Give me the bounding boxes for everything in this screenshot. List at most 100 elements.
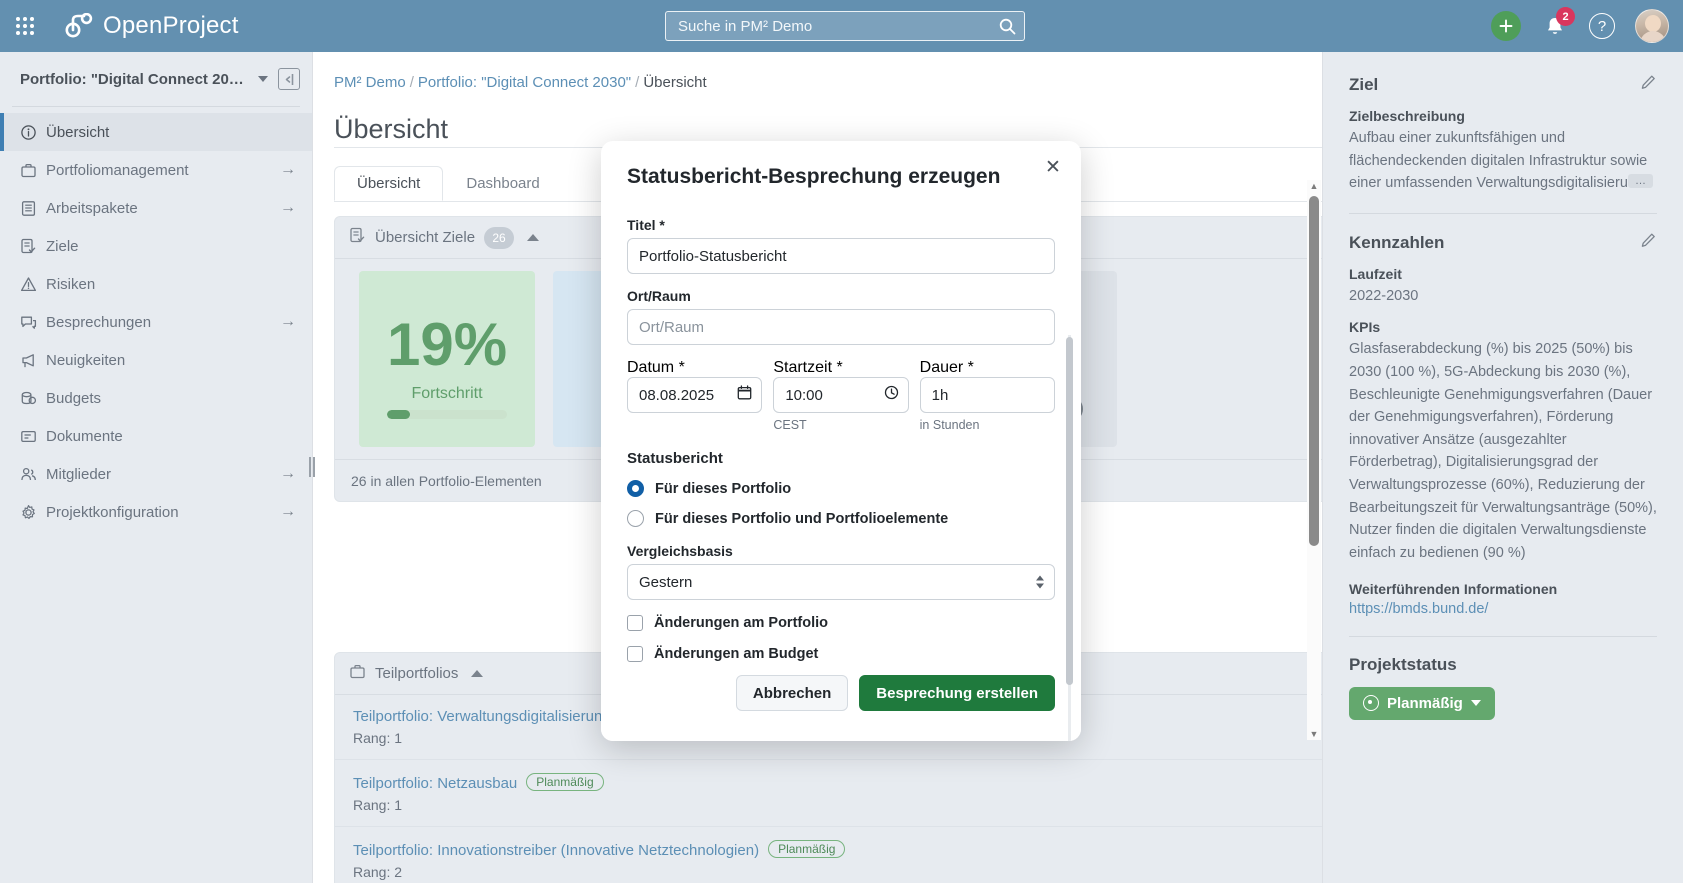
subportfolio-row: Teilportfolio: Verwaltungsdigitalisierun… (335, 695, 1473, 760)
create-meeting-button[interactable]: Besprechung erstellen (859, 675, 1055, 711)
brand-name: OpenProject (103, 12, 239, 39)
goal-tile[interactable]: 19% Fortschritt (359, 271, 535, 447)
radio-button[interactable] (627, 480, 644, 497)
scrollbar-thumb[interactable] (1066, 337, 1073, 685)
change-checkbox[interactable]: Änderungen am Budget (627, 646, 1055, 662)
subportfolio-link[interactable]: Teilportfolio: Verwaltungsdigitalisierun… (353, 708, 611, 725)
titel-input[interactable] (627, 238, 1055, 274)
goal-section-header: Ziel (1349, 74, 1657, 96)
triangle-down-icon[interactable]: ▼ (1309, 729, 1319, 739)
submenu-arrow-icon[interactable]: → (280, 199, 296, 216)
radio-button[interactable] (627, 510, 644, 527)
sidebar-item-projektkonfiguration[interactable]: Projektkonfiguration → (0, 493, 312, 531)
warning-triangle-icon (20, 276, 46, 293)
cancel-button[interactable]: Abbrechen (735, 675, 849, 711)
datum-input[interactable] (627, 377, 763, 413)
openproject-logo-icon (64, 12, 94, 39)
statusbericht-option[interactable]: Für dieses Portfolio (627, 480, 1055, 497)
subportfolio-rank: Rang: 2 (353, 864, 403, 880)
collapse-sidebar-icon[interactable] (278, 68, 300, 90)
sidebar-item-label: Besprechungen (46, 313, 152, 331)
sidebar-item-besprechungen[interactable]: Besprechungen → (0, 303, 312, 341)
sidebar-nav: Übersicht Portfoliomanagement → Arbeitspake… (0, 113, 312, 531)
startzeit-input[interactable] (773, 377, 909, 413)
checkbox[interactable] (627, 646, 643, 662)
sidebar-item-neuigkeiten[interactable]: Neuigkeiten (0, 341, 312, 379)
submenu-arrow-icon[interactable]: → (280, 161, 296, 178)
sidebar-item-risiken[interactable]: Risiken (0, 265, 312, 303)
subportfolio-row: Teilportfolio: Netzausbau Planmäßig Rang: … (335, 760, 1473, 827)
dauer-hint: in Stunden (919, 418, 980, 432)
submenu-arrow-icon[interactable]: → (280, 465, 296, 482)
plus-icon[interactable] (1491, 11, 1521, 41)
sidebar-project-title[interactable]: Portfolio: "Digital Connect 2030" (20, 70, 250, 88)
checkbox[interactable] (627, 615, 643, 631)
goal-check-icon (349, 227, 366, 249)
briefcase-icon (20, 162, 46, 179)
breadcrumb-item[interactable]: PM² Demo (334, 74, 406, 91)
widget-goals-count: 26 (484, 226, 515, 249)
goal-description-label: Zielbeschreibung (1349, 108, 1465, 124)
top-bar-actions: 2 ? (1491, 0, 1669, 52)
triangle-up-icon[interactable]: ▲ (1309, 181, 1319, 191)
breadcrumb-separator: / (635, 74, 640, 91)
main-vertical-scrollbar[interactable]: ▲ ▼ (1307, 180, 1321, 740)
chevron-down-icon (1470, 700, 1481, 707)
subportfolio-link[interactable]: Teilportfolio: Innovationstreiber (Innov… (353, 842, 760, 859)
tab-übersicht[interactable]: Übersicht (334, 166, 444, 201)
field-datum: Datum * (627, 359, 763, 432)
sidebar-resize-handle[interactable] (307, 452, 317, 482)
info-circle-icon (20, 124, 46, 141)
pencil-icon[interactable] (1640, 232, 1657, 254)
tab-dashboard[interactable]: Dashboard (466, 175, 540, 192)
sidebar-item--bersicht[interactable]: Übersicht (0, 113, 312, 151)
sidebar-item-arbeitspakete[interactable]: Arbeitspakete → (0, 189, 312, 227)
chevron-up-icon[interactable] (527, 234, 540, 241)
apps-grid-icon[interactable] (12, 13, 38, 39)
widget-subportfolios-title: Teilportfolios (375, 665, 459, 682)
sidebar-item-budgets[interactable]: Budgets (0, 379, 312, 417)
sidebar-item-dokumente[interactable]: Dokumente (0, 417, 312, 455)
search-icon[interactable] (990, 12, 1024, 40)
more-info-link[interactable]: https://bmds.bund.de/ (1349, 600, 1489, 617)
question-mark-icon[interactable]: ? (1589, 13, 1615, 39)
vergleichsbasis-select[interactable]: Gestern (627, 564, 1055, 600)
brand-logo-link[interactable]: OpenProject (64, 12, 239, 40)
sidebar-item-ziele[interactable]: Ziele (0, 227, 312, 265)
sidebar-item-label: Dokumente (46, 427, 123, 445)
sidebar-item-label: Ziele (46, 237, 79, 255)
dauer-input[interactable] (919, 377, 1055, 413)
user-avatar[interactable] (1635, 9, 1669, 43)
sidebar-item-label: Budgets (46, 389, 102, 407)
goal-progress-bar (387, 410, 507, 419)
submenu-arrow-icon[interactable]: → (280, 313, 296, 330)
field-ort: Ort/Raum (627, 288, 1055, 345)
subportfolio-link[interactable]: Teilportfolio: Netzausbau (353, 775, 518, 792)
statusbericht-radio-group: Für dieses Portfolio Für dieses Portfolio… (627, 480, 1055, 527)
more-info-label: Weiterführenden Informationen (1349, 580, 1558, 597)
scrollbar-thumb[interactable] (1309, 196, 1319, 546)
statusbericht-option[interactable]: Für dieses Portfolio und Portfolioelemen… (627, 510, 1055, 527)
duration-label: Laufzeit (1349, 265, 1402, 282)
ort-input[interactable] (627, 309, 1055, 345)
sidebar-item-mitglieder[interactable]: Mitglieder → (0, 455, 312, 493)
global-search[interactable] (665, 11, 1025, 41)
chevron-down-icon[interactable] (258, 76, 268, 82)
submenu-arrow-icon[interactable]: → (280, 503, 296, 520)
pencil-icon[interactable] (1640, 74, 1657, 96)
search-input[interactable] (666, 16, 990, 36)
project-status-label: Planmäßig (1387, 694, 1463, 712)
close-icon[interactable]: ✕ (1045, 156, 1061, 178)
sidebar-item-portfoliomanagement[interactable]: Portfoliomanagement → (0, 151, 312, 189)
kpi-section-title: Kennzahlen (1349, 232, 1445, 252)
goal-section-title: Ziel (1349, 75, 1379, 94)
chevron-up-icon[interactable] (471, 670, 484, 677)
breadcrumb-item[interactable]: Portfolio: "Digital Connect 2030" (417, 74, 632, 91)
modal-scrollbar[interactable] (1065, 327, 1074, 741)
sidebar-item-label: Mitglieder (46, 465, 112, 483)
change-checkbox[interactable]: Änderungen am Portfolio (627, 615, 1055, 631)
goal-description-expand[interactable]: … (1627, 174, 1654, 189)
project-status-button[interactable]: Planmäßig (1349, 686, 1495, 720)
ort-label: Ort/Raum (627, 288, 691, 304)
bell-icon[interactable]: 2 (1541, 7, 1575, 40)
